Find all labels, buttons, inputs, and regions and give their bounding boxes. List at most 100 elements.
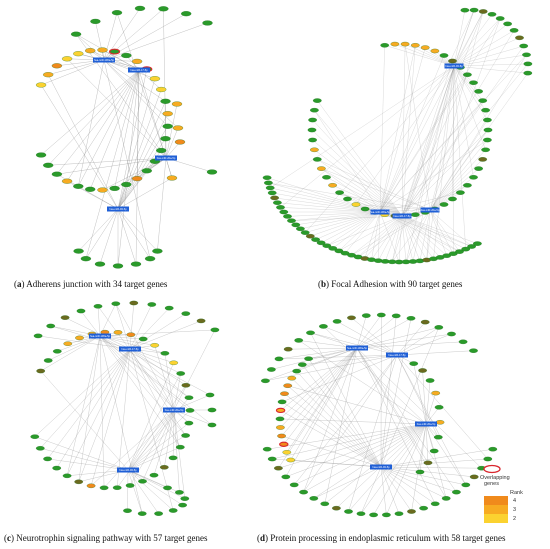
- panel-b-edge: [385, 215, 403, 262]
- panel-a-gene-node: [80, 256, 92, 262]
- panel-c-edges: [34, 302, 216, 514]
- panel-d-edge: [267, 423, 427, 450]
- panel-b-gene-node: [283, 214, 292, 219]
- panel-b-edge: [314, 149, 403, 217]
- panel-d-gene-node: [441, 496, 451, 501]
- panel-d-edge: [323, 326, 427, 425]
- panel-a-gene-node: [51, 63, 63, 69]
- panel-a-mirna-label: hsa-miR-20a-5p: [157, 156, 176, 160]
- panel-d-gene-node: [461, 482, 471, 488]
- panel-d-edge: [284, 393, 382, 468]
- panel-b-edge: [379, 100, 483, 213]
- panel-b-edge: [355, 65, 455, 205]
- overlap-legend-label-line1: Overlapping: [480, 475, 510, 481]
- panel-a-edge: [103, 59, 168, 127]
- panel-b-edge: [268, 182, 431, 211]
- panel-a-edge: [103, 22, 208, 61]
- panel-b-gene-node: [264, 180, 273, 186]
- panel-d-gene-node: [423, 460, 433, 466]
- panel-a-edge: [85, 208, 119, 259]
- panel-a-gene-node: [131, 176, 143, 182]
- panel-d-edge: [380, 466, 412, 512]
- panel-d-edge: [287, 385, 427, 425]
- panel-c-edge: [127, 422, 189, 471]
- panel-c-edge: [129, 348, 174, 511]
- panel-b-edge: [401, 215, 421, 261]
- panel-a-edge: [163, 8, 167, 159]
- panel-d-edge: [281, 347, 358, 437]
- panel-b-edge: [384, 45, 455, 67]
- panel-c-mirna-label: hsa-miR-93-5p: [119, 468, 137, 472]
- panel-a-gene-node: [149, 76, 161, 82]
- panel-d-edge: [290, 347, 358, 461]
- panel-d-gene-node: [277, 433, 286, 439]
- panel-d-gene-node: [391, 313, 401, 319]
- panel-a-mirna-node: [93, 57, 115, 63]
- panel-c-edge: [97, 306, 101, 337]
- panel-b-edge: [332, 185, 403, 217]
- panel-d-gene-node: [275, 416, 285, 422]
- panel-d-edge: [313, 466, 382, 499]
- panel-a-edge: [165, 103, 178, 159]
- panel-b-gene-node: [310, 147, 319, 153]
- caption-b-text: Focal Adhesion with 90 target genes: [331, 279, 463, 289]
- panel-a-gene-node: [73, 51, 84, 57]
- panel-b-edge: [401, 60, 453, 217]
- panel-b-gene-node: [439, 53, 449, 58]
- panel-a-gene-node: [35, 82, 47, 88]
- panel-c-gene-node: [163, 485, 172, 491]
- caption-d-text: Protein processing in endoplasmic reticu…: [270, 533, 506, 543]
- panel-d-edge: [282, 401, 382, 468]
- panel-a-gene-node: [174, 139, 186, 145]
- panel-d-gene-node: [289, 482, 299, 488]
- panel-c-gene-node: [35, 446, 45, 451]
- panel-b-gene-node: [487, 12, 497, 17]
- panel-c-gene-node: [160, 351, 170, 356]
- panel-b-edge: [338, 215, 403, 252]
- panel-d-edge: [411, 423, 427, 512]
- panel-c-edge: [78, 348, 131, 482]
- panel-a-edge: [99, 208, 119, 265]
- panel-c-gene-node: [111, 301, 121, 306]
- panel-b-edge: [429, 54, 527, 211]
- panel-b-gene-node: [300, 230, 310, 235]
- panel-b-mirna-label: hsa-miR-106a-5p: [370, 210, 391, 214]
- caption-a: (a) Adherens junction with 34 target gen…: [14, 279, 168, 289]
- panel-d-gene-node: [320, 501, 330, 507]
- panel-b-edge: [351, 215, 403, 256]
- panel-b-gene-node: [400, 41, 410, 47]
- panel-d-edge: [265, 347, 358, 381]
- panel-b-gene-node: [483, 127, 493, 133]
- panel-d-edge: [425, 423, 466, 485]
- panel-b-edge: [401, 74, 468, 217]
- panel-d-mirna-node: [415, 421, 437, 427]
- panel-a-edge: [75, 34, 105, 61]
- panel-a-gene-node: [156, 147, 167, 154]
- panel-a-edge: [48, 69, 140, 166]
- caption-b-letter: b: [321, 279, 326, 289]
- panel-c-edge: [99, 335, 143, 514]
- panel-b-edge: [379, 74, 468, 213]
- panel-d-mirna-node: [370, 464, 392, 470]
- panel-a-edge: [165, 141, 181, 159]
- panel-a-edge: [66, 58, 167, 159]
- panel-b-edge: [425, 47, 455, 67]
- panel-b-gene-node: [410, 43, 420, 48]
- panel-a-gene-node: [121, 52, 132, 59]
- panel-c-edge: [78, 335, 101, 482]
- panel-d-edge: [380, 466, 387, 515]
- panel-a-edge: [78, 59, 105, 187]
- panel-b-mirna-label: hsa-miR-20a-5p: [421, 208, 440, 212]
- panel-b-gene-node: [334, 248, 344, 254]
- panel-d-gene-node: [280, 391, 289, 396]
- panel-b-edge: [321, 211, 381, 243]
- panel-d-mirna-label: hsa-miR-20a-5p: [417, 422, 436, 426]
- panel-c-mirna-node: [89, 333, 111, 339]
- panel-d-gene-node: [458, 339, 468, 345]
- panel-c-edge: [47, 348, 131, 459]
- panel-d-edge: [396, 354, 466, 485]
- panel-b-edge: [379, 45, 385, 213]
- panel-c-edge: [142, 409, 175, 482]
- panel-c-edge: [127, 469, 183, 506]
